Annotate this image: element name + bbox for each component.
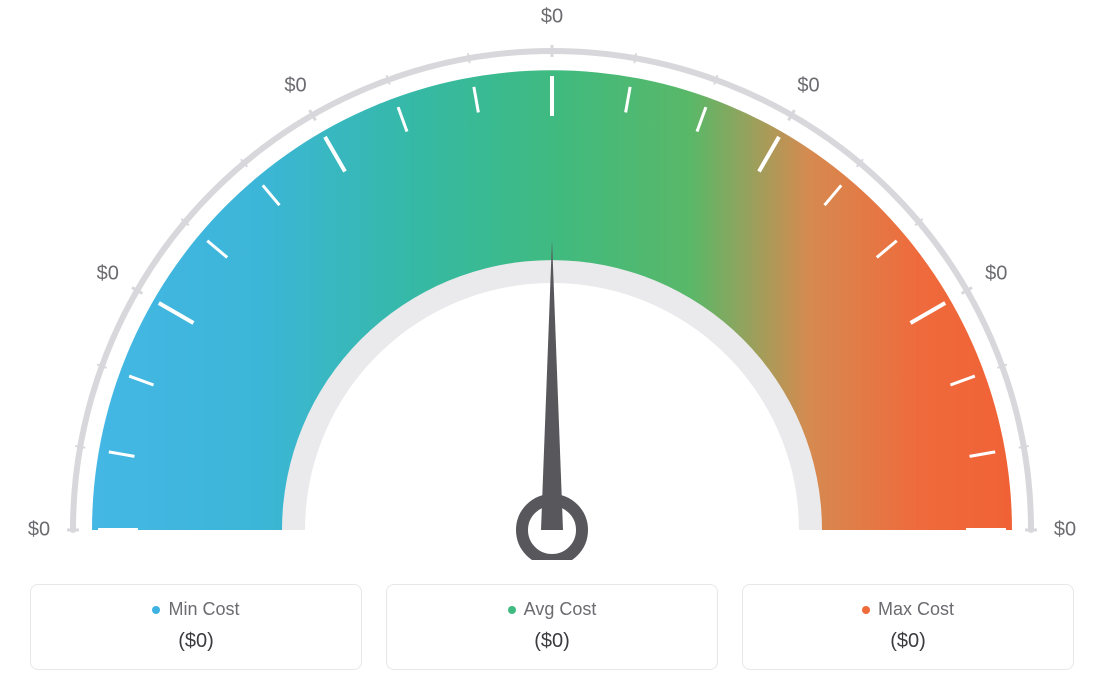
- legend-dot-max: [862, 606, 870, 614]
- legend-text-max: Max Cost: [878, 599, 954, 620]
- gauge-chart-container: $0 $0 $0 $0 $0 $0 $0 Min Cost ($0) Avg Cost ($…: [0, 0, 1104, 690]
- legend-label-min: Min Cost: [152, 599, 239, 620]
- gauge-svg: [0, 0, 1104, 560]
- legend-card-min: Min Cost ($0): [30, 584, 362, 670]
- legend-text-min: Min Cost: [168, 599, 239, 620]
- legend-label-max: Max Cost: [862, 599, 954, 620]
- legend-row: Min Cost ($0) Avg Cost ($0) Max Cost ($0…: [30, 584, 1074, 670]
- legend-dot-min: [152, 606, 160, 614]
- gauge-tick-label: $0: [985, 262, 1007, 285]
- gauge-tick-label: $0: [284, 74, 306, 97]
- gauge-tick-label: $0: [97, 262, 119, 285]
- legend-card-avg: Avg Cost ($0): [386, 584, 718, 670]
- legend-value-min: ($0): [41, 630, 351, 653]
- legend-text-avg: Avg Cost: [524, 599, 597, 620]
- legend-dot-avg: [508, 606, 516, 614]
- legend-value-max: ($0): [753, 630, 1063, 653]
- legend-label-avg: Avg Cost: [508, 599, 597, 620]
- gauge-tick-label: $0: [541, 6, 563, 29]
- gauge-tick-label: $0: [797, 74, 819, 97]
- gauge-tick-label: $0: [28, 519, 50, 542]
- gauge-area: $0 $0 $0 $0 $0 $0 $0: [0, 0, 1104, 560]
- legend-card-max: Max Cost ($0): [742, 584, 1074, 670]
- gauge-tick-label: $0: [1054, 519, 1076, 542]
- legend-value-avg: ($0): [397, 630, 707, 653]
